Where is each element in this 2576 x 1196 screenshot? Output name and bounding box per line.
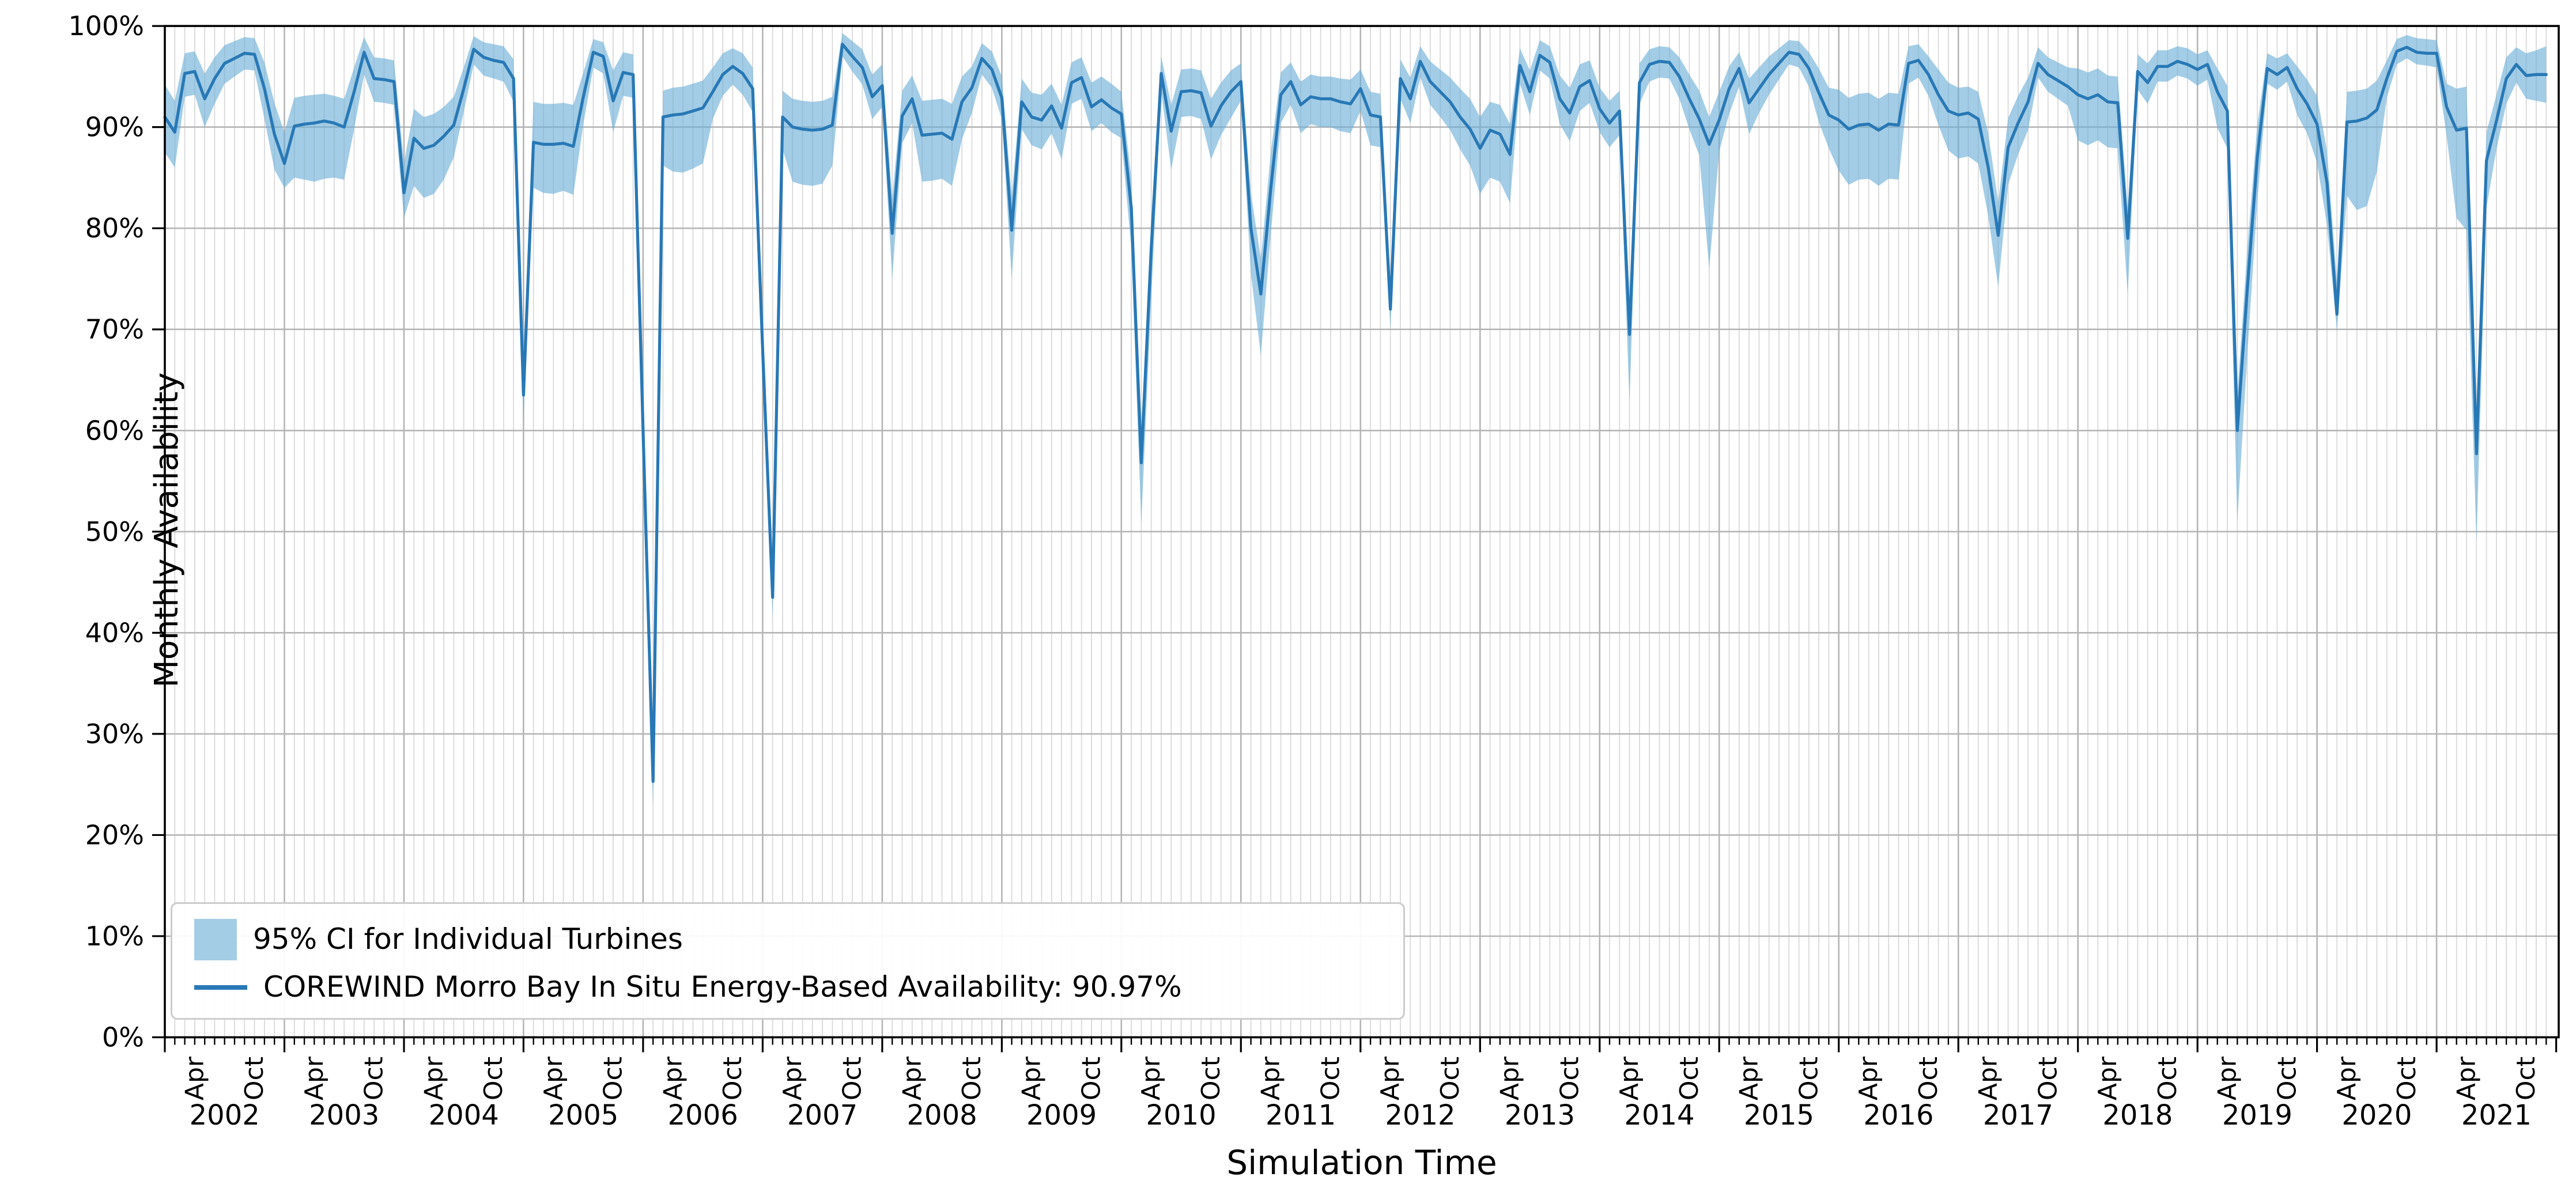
x-month-tick-label: Apr: [1376, 1056, 1405, 1100]
x-month-tick-label: Oct: [1794, 1057, 1823, 1100]
x-month-tick-label: Apr: [180, 1056, 209, 1100]
x-month-tick-label: Apr: [1495, 1056, 1525, 1100]
x-month-tick-label: Apr: [1615, 1056, 1644, 1100]
x-month-tick-label: Apr: [2452, 1056, 2481, 1100]
x-month-tick-label: Oct: [360, 1057, 389, 1100]
y-tick-label: 90%: [85, 112, 144, 143]
y-tick-label: 50%: [85, 516, 144, 547]
x-year-tick-label: 2007: [787, 1099, 858, 1131]
x-month-tick-label: Oct: [2392, 1057, 2422, 1100]
y-tick-label: 40%: [85, 617, 144, 648]
x-month-tick-label: Apr: [300, 1056, 329, 1100]
legend-line-label: COREWIND Morro Bay In Situ Energy-Based …: [263, 970, 1182, 1004]
y-tick-label: 100%: [68, 10, 144, 41]
x-month-tick-label: Apr: [419, 1056, 448, 1100]
x-month-tick-label: Oct: [2153, 1057, 2182, 1100]
x-year-tick-label: 2020: [2341, 1099, 2412, 1131]
x-month-tick-label: Oct: [2272, 1057, 2302, 1100]
x-month-tick-label: Oct: [1555, 1057, 1584, 1100]
ci-band: [165, 33, 2547, 807]
y-tick-label: 10%: [85, 921, 144, 952]
x-month-tick-label: Oct: [1675, 1057, 1704, 1100]
x-month-tick-label: Apr: [778, 1056, 807, 1100]
y-tick-label: 0%: [102, 1022, 144, 1053]
x-month-tick-label: Oct: [2511, 1057, 2541, 1100]
x-month-tick-label: Apr: [1854, 1056, 1883, 1100]
x-year-tick-label: 2017: [1983, 1099, 2053, 1131]
y-tick-label: 80%: [85, 213, 144, 244]
x-month-tick-label: Apr: [1136, 1056, 1166, 1100]
x-month-tick-label: Apr: [539, 1056, 568, 1100]
x-year-tick-label: 2004: [429, 1099, 499, 1131]
x-month-tick-label: Apr: [1974, 1056, 2003, 1100]
x-month-tick-label: Oct: [718, 1057, 747, 1100]
x-month-tick-label: Oct: [599, 1057, 628, 1100]
x-year-tick-label: 2011: [1266, 1099, 1336, 1131]
legend-entry-line: COREWIND Morro Bay In Situ Energy-Based …: [172, 971, 1403, 1003]
availability-line: [163, 43, 2548, 783]
x-year-tick-label: 2013: [1505, 1099, 1575, 1131]
x-year-tick-label: 2010: [1146, 1099, 1217, 1131]
x-axis-title: Simulation Time: [1226, 1143, 1497, 1182]
x-month-tick-label: Oct: [1436, 1057, 1465, 1100]
x-month-tick-label: Oct: [1914, 1057, 1943, 1100]
x-month-tick-label: Apr: [2332, 1056, 2362, 1100]
legend: 95% CI for Individual Turbines COREWIND …: [171, 902, 1405, 1020]
x-month-tick-label: Oct: [479, 1057, 508, 1100]
x-month-tick-label: Apr: [2093, 1056, 2122, 1100]
legend-ci-label: 95% CI for Individual Turbines: [253, 922, 683, 956]
x-year-tick-label: 2005: [548, 1099, 618, 1131]
x-month-tick-label: Oct: [1077, 1057, 1106, 1100]
x-year-tick-label: 2016: [1863, 1099, 1933, 1131]
x-year-tick-label: 2008: [907, 1099, 977, 1131]
x-year-tick-label: 2021: [2461, 1099, 2532, 1131]
availability-line-swatch-icon: [194, 985, 247, 990]
x-month-tick-label: Oct: [240, 1057, 269, 1100]
x-year-tick-label: 2018: [2102, 1099, 2173, 1131]
legend-entry-ci: 95% CI for Individual Turbines: [172, 918, 1403, 960]
x-month-tick-label: Oct: [2033, 1057, 2063, 1100]
x-year-tick-label: 2002: [190, 1099, 260, 1131]
x-year-tick-label: 2012: [1385, 1099, 1455, 1131]
x-month-tick-label: Apr: [2213, 1056, 2242, 1100]
x-month-tick-label: Oct: [838, 1057, 867, 1100]
x-month-tick-label: Apr: [1735, 1056, 1764, 1100]
x-month-tick-label: Apr: [658, 1056, 688, 1100]
x-year-tick-label: 2003: [309, 1099, 379, 1131]
x-month-tick-label: Oct: [1196, 1057, 1226, 1100]
x-month-tick-label: Apr: [1256, 1056, 1286, 1100]
y-tick-label: 60%: [85, 415, 144, 446]
x-month-tick-label: Oct: [1316, 1057, 1345, 1100]
x-year-tick-label: 2015: [1744, 1099, 1814, 1131]
y-tick-label: 30%: [85, 718, 144, 750]
x-year-tick-label: 2019: [2222, 1099, 2292, 1131]
ci-band-swatch-icon: [194, 918, 237, 960]
x-year-tick-label: 2009: [1026, 1099, 1097, 1131]
x-month-tick-label: Apr: [897, 1056, 927, 1100]
x-month-tick-label: Oct: [957, 1057, 987, 1100]
y-axis-title: Monthly Availability: [148, 372, 186, 688]
y-tick-label: 20%: [85, 819, 144, 850]
x-year-tick-label: 2006: [668, 1099, 738, 1131]
x-year-tick-label: 2014: [1624, 1099, 1694, 1131]
x-month-tick-label: Apr: [1017, 1056, 1047, 1100]
y-tick-label: 70%: [85, 314, 144, 345]
